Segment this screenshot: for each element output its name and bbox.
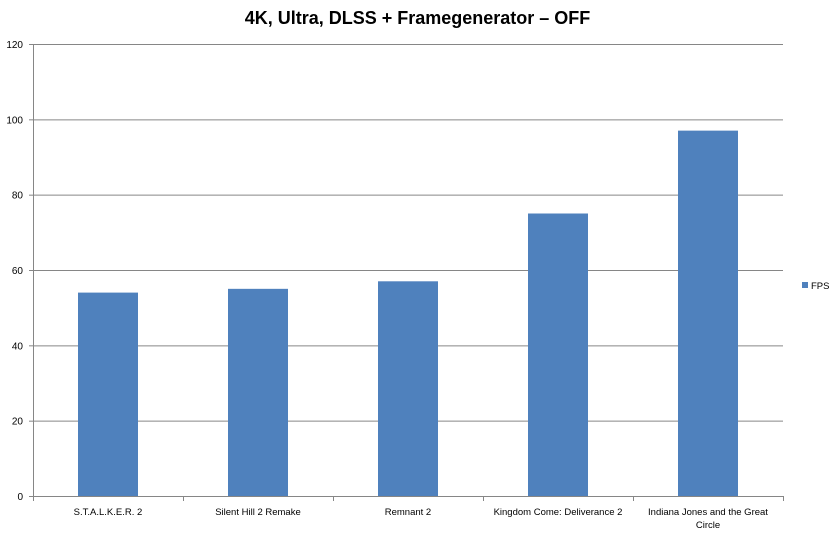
bar [528, 213, 588, 496]
y-tick-label: 80 [12, 191, 24, 202]
x-category-label: Remnant 2 [385, 507, 431, 518]
y-tick-label: 40 [12, 341, 24, 352]
legend-swatch [802, 282, 808, 288]
bar [78, 292, 138, 496]
y-tick-label: 120 [6, 40, 23, 51]
bar [678, 130, 738, 496]
x-category-label: S.T.A.L.K.E.R. 2 [74, 507, 143, 518]
bar [228, 288, 288, 496]
y-tick-label: 100 [6, 115, 23, 126]
y-tick-label: 60 [12, 266, 24, 277]
legend: FPS [802, 281, 829, 292]
bars [78, 130, 738, 496]
bar [378, 281, 438, 496]
x-category-label: Indiana Jones and the Great Circle [648, 507, 768, 531]
legend-label: FPS [811, 281, 829, 292]
axes [29, 44, 784, 501]
x-category-label: Silent Hill 2 Remake [215, 507, 301, 518]
y-tick-label: 0 [17, 492, 23, 503]
x-category-label: Kingdom Come: Deliverance 2 [494, 507, 623, 518]
chart-title: 4K, Ultra, DLSS + Framegenerator – OFF [244, 8, 591, 28]
x-category-labels: S.T.A.L.K.E.R. 2 Silent Hill 2 Remake Remn… [74, 507, 769, 531]
y-tick-label: 20 [12, 417, 24, 428]
y-tick-labels: 0 20 40 60 80 100 120 [6, 40, 23, 503]
